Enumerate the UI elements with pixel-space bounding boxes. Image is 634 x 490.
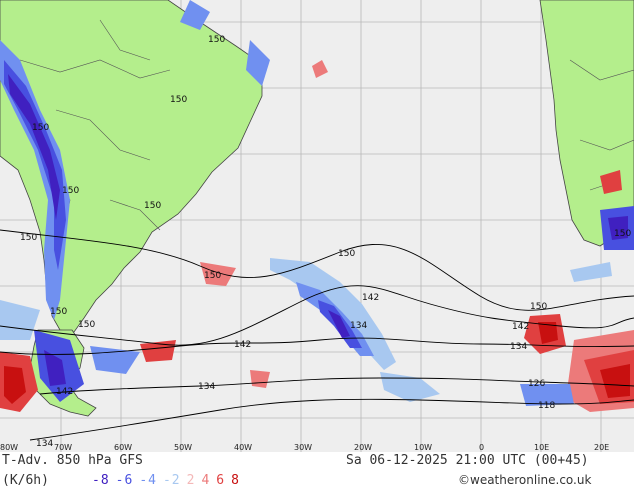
isohypse-label: 142 xyxy=(512,322,529,332)
legend-value: -2 xyxy=(162,473,181,488)
isohypse-label: 118 xyxy=(538,401,555,411)
tick-label: 20W xyxy=(354,443,372,452)
tick-label: 40W xyxy=(234,443,252,452)
isohypse-label: 150 xyxy=(208,35,225,45)
isohypse-label: 150 xyxy=(204,271,221,281)
legend-value: 6 xyxy=(216,473,226,488)
isohypse-label: 134 xyxy=(350,321,367,331)
credit-link[interactable]: ©weatheronline.co.uk xyxy=(458,473,592,487)
isohypse-label: 150 xyxy=(20,233,37,243)
isohypse-label: 150 xyxy=(78,320,95,330)
map-panel: 150 150 150 150 150 150 150 150 150 150 … xyxy=(0,0,634,452)
tick-label: 60W xyxy=(114,443,132,452)
color-legend: -8 -6 -4 -2 2 4 6 8 xyxy=(92,473,246,488)
legend-value: 4 xyxy=(201,473,211,488)
legend-value: 2 xyxy=(186,473,196,488)
isohypse-label: 150 xyxy=(32,123,49,133)
product-title: T-Adv. 850 hPa GFS xyxy=(2,453,143,468)
tick-label: 50W xyxy=(174,443,192,452)
isohypse-label: 142 xyxy=(56,387,73,397)
tick-label: 30W xyxy=(294,443,312,452)
tick-label: 10W xyxy=(414,443,432,452)
map-canvas: 150 150 150 150 150 150 150 150 150 150 … xyxy=(0,0,634,452)
isohypse-label: 150 xyxy=(530,302,547,312)
legend-value: 8 xyxy=(231,473,240,488)
isohypse-labels: 150 150 150 150 150 150 150 150 150 150 … xyxy=(20,35,631,449)
isohypse-label: 150 xyxy=(338,249,355,259)
units-label: (K/6h) xyxy=(2,473,49,488)
tick-label: 80W xyxy=(0,443,18,452)
isohypse-label: 142 xyxy=(362,293,379,303)
political-borders xyxy=(19,19,634,301)
isohypse-label: 142 xyxy=(234,340,251,350)
legend-value: -6 xyxy=(115,473,134,488)
isohypse-label: 126 xyxy=(528,379,545,389)
valid-time: Sa 06-12-2025 21:00 UTC (00+45) xyxy=(346,453,589,468)
legend-value: -8 xyxy=(92,473,110,488)
footer: T-Adv. 850 hPa GFS Sa 06-12-2025 21:00 U… xyxy=(0,452,634,490)
legend-value: -4 xyxy=(139,473,157,488)
tick-label: 10E xyxy=(534,443,549,452)
isohypse-label: 150 xyxy=(62,186,79,196)
tick-label: 70W xyxy=(54,443,72,452)
isohypse-label: 150 xyxy=(170,95,187,105)
isohypse-label: 134 xyxy=(36,439,53,449)
isohypse-label: 150 xyxy=(50,307,67,317)
isohypses xyxy=(0,229,634,441)
advection-shading xyxy=(0,0,634,412)
tick-label: 0 xyxy=(479,443,484,452)
isohypse-label: 134 xyxy=(510,342,527,352)
isohypse-label: 150 xyxy=(144,201,161,211)
isohypse-label: 134 xyxy=(198,382,215,392)
isohypse-label: 150 xyxy=(614,229,631,239)
tick-label: 20E xyxy=(594,443,609,452)
longitude-ticks: 80W 70W 60W 50W 40W 30W 20W 10W 0 10E 20… xyxy=(0,443,609,452)
